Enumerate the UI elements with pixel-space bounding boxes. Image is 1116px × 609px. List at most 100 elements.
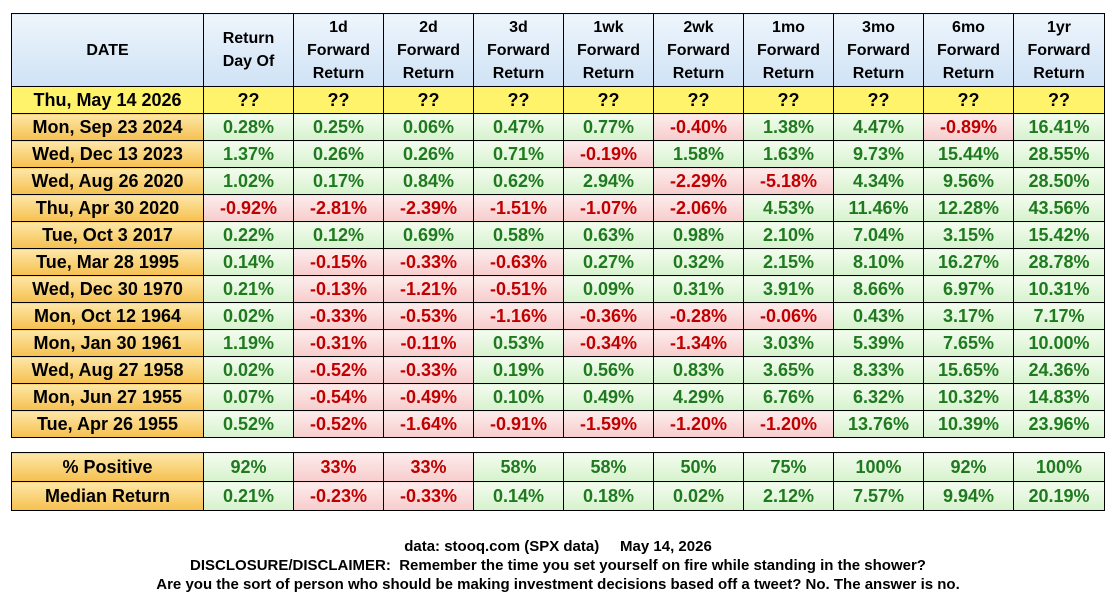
table-row: Wed, Aug 27 1958 0.02% -0.52% -0.33% 0.19% 0.… xyxy=(11,356,1105,384)
table-row: Tue, Oct 3 2017 0.22% 0.12% 0.69% 0.58% 0.63%… xyxy=(11,221,1105,249)
column-header-line: Forward xyxy=(666,41,731,59)
return-cell: 0.12% xyxy=(293,221,384,249)
return-cell: 0.77% xyxy=(563,113,654,141)
summary-table: % Positive 92% 33% 33% 58% 58% 50% 75% 100% 92% 10… xyxy=(11,452,1105,511)
return-cell: 0.32% xyxy=(653,248,744,276)
return-cell: 10.39% xyxy=(923,410,1014,438)
return-cell: -0.51% xyxy=(473,275,564,303)
column-header-line: Return xyxy=(672,64,725,82)
column-header: 3d Forward Return xyxy=(473,13,564,87)
table-row: Thu, May 14 2026???????????????????? xyxy=(11,86,1105,114)
data-source-note: data: stooq.com (SPX data) May 14, 2026 xyxy=(404,538,712,555)
summary-cell: 9.94% xyxy=(923,481,1014,511)
return-cell: -2.81% xyxy=(293,194,384,222)
row-date: Tue, Apr 26 1955 xyxy=(11,410,204,438)
return-cell: -0.33% xyxy=(383,248,474,276)
column-header: 1d Forward Return xyxy=(293,13,384,87)
return-cell: 4.53% xyxy=(743,194,834,222)
return-cell: 0.26% xyxy=(383,140,474,168)
summary-cell: 75% xyxy=(743,452,834,482)
column-header-line: Forward xyxy=(756,41,821,59)
return-cell: ?? xyxy=(653,86,744,114)
return-cell: 0.63% xyxy=(563,221,654,249)
return-cell: -1.16% xyxy=(473,302,564,330)
return-cell: -0.33% xyxy=(293,302,384,330)
column-header-line: Return xyxy=(222,30,275,47)
column-header-line: Forward xyxy=(846,41,911,59)
return-cell: 9.56% xyxy=(923,167,1014,195)
column-header-line: Day Of xyxy=(222,53,275,70)
return-cell: 12.28% xyxy=(923,194,1014,222)
column-header-line: Forward xyxy=(1027,41,1091,59)
column-header-line: Forward xyxy=(396,41,461,59)
table-row: Wed, Dec 30 1970 0.21% -0.13% -1.21% -0.51% 0… xyxy=(11,275,1105,303)
row-date: Mon, Jun 27 1955 xyxy=(11,383,204,411)
return-cell: 0.07% xyxy=(203,383,294,411)
summary-cell: 2.12% xyxy=(743,481,834,511)
return-cell: -0.89% xyxy=(923,113,1014,141)
column-header-line: Return xyxy=(762,64,815,82)
table-row: Thu, Apr 30 2020 -0.92% -2.81% -2.39% -1.51%… xyxy=(11,194,1105,222)
column-header-line: 3d xyxy=(509,18,528,36)
return-cell: -0.28% xyxy=(653,302,744,330)
return-cell: -2.39% xyxy=(383,194,474,222)
return-cell: 0.83% xyxy=(653,356,744,384)
column-header-line: Return xyxy=(1033,64,1085,82)
return-cell: 16.27% xyxy=(923,248,1014,276)
summary-cell: 7.57% xyxy=(833,481,924,511)
return-cell: -0.15% xyxy=(293,248,384,276)
return-cell: 3.17% xyxy=(923,302,1014,330)
summary-row: Median Return 0.21% -0.23% -0.33% 0.14% 0.18%… xyxy=(11,481,1105,511)
table-row: Tue, Apr 26 1955 0.52% -0.52% -1.64% -0.91% -… xyxy=(11,410,1105,438)
summary-cell: 0.18% xyxy=(563,481,654,511)
return-cell: -1.51% xyxy=(473,194,564,222)
return-cell: 8.66% xyxy=(833,275,924,303)
return-cell: -0.11% xyxy=(383,329,474,357)
return-cell: 0.06% xyxy=(383,113,474,141)
return-cell: 1.38% xyxy=(743,113,834,141)
disclaimer-text: DISCLOSURE/DISCLAIMER: Remember the time… xyxy=(190,557,926,574)
return-cell: -2.29% xyxy=(653,167,744,195)
return-cell: 0.09% xyxy=(563,275,654,303)
return-cell: 0.69% xyxy=(383,221,474,249)
return-cell: 43.56% xyxy=(1013,194,1105,222)
row-date: Tue, Oct 3 2017 xyxy=(11,221,204,249)
column-header: 2wk Forward Return xyxy=(653,13,744,87)
return-cell: -0.40% xyxy=(653,113,744,141)
summary-row: % Positive 92% 33% 33% 58% 58% 50% 75% 100% 92% 10… xyxy=(11,452,1105,482)
row-date: Wed, Aug 27 1958 xyxy=(11,356,204,384)
return-cell: -1.21% xyxy=(383,275,474,303)
return-cell: 0.26% xyxy=(293,140,384,168)
column-header-line: 1mo xyxy=(772,18,805,36)
return-cell: 6.32% xyxy=(833,383,924,411)
summary-cell: 58% xyxy=(563,452,654,482)
summary-cell: 92% xyxy=(203,452,294,482)
return-cell: 0.62% xyxy=(473,167,564,195)
summary-label: % Positive xyxy=(11,452,204,482)
summary-cell: 33% xyxy=(293,452,384,482)
return-cell: 9.73% xyxy=(833,140,924,168)
return-cell: 6.76% xyxy=(743,383,834,411)
summary-body: % Positive 92% 33% 33% 58% 58% 50% 75% 100% 92% 10… xyxy=(11,452,1105,511)
column-header-line: Return xyxy=(942,64,995,82)
summary-label: Median Return xyxy=(11,481,204,511)
return-cell: -0.33% xyxy=(383,356,474,384)
return-cell: 0.52% xyxy=(203,410,294,438)
row-date: Thu, May 14 2026 xyxy=(11,86,204,114)
column-header-line: Return xyxy=(402,64,455,82)
table-row: Wed, Dec 13 2023 1.37% 0.26% 0.26% 0.71% -0.1… xyxy=(11,140,1105,168)
column-header: 6mo Forward Return xyxy=(923,13,1014,87)
return-cell: 0.98% xyxy=(653,221,744,249)
table-row: Mon, Jun 27 1955 0.07% -0.54% -0.49% 0.10% 0.… xyxy=(11,383,1105,411)
column-header-line: 3mo xyxy=(862,18,895,36)
return-cell: 1.02% xyxy=(203,167,294,195)
return-cell: 15.65% xyxy=(923,356,1014,384)
return-cell: 0.43% xyxy=(833,302,924,330)
table-row: Mon, Sep 23 2024 0.28% 0.25% 0.06% 0.47% 0.77… xyxy=(11,113,1105,141)
return-cell: 15.44% xyxy=(923,140,1014,168)
return-cell: 2.10% xyxy=(743,221,834,249)
column-header-line: 2wk xyxy=(683,18,714,36)
return-cell: 0.28% xyxy=(203,113,294,141)
return-cell: 1.37% xyxy=(203,140,294,168)
return-cell: ?? xyxy=(1013,86,1105,114)
